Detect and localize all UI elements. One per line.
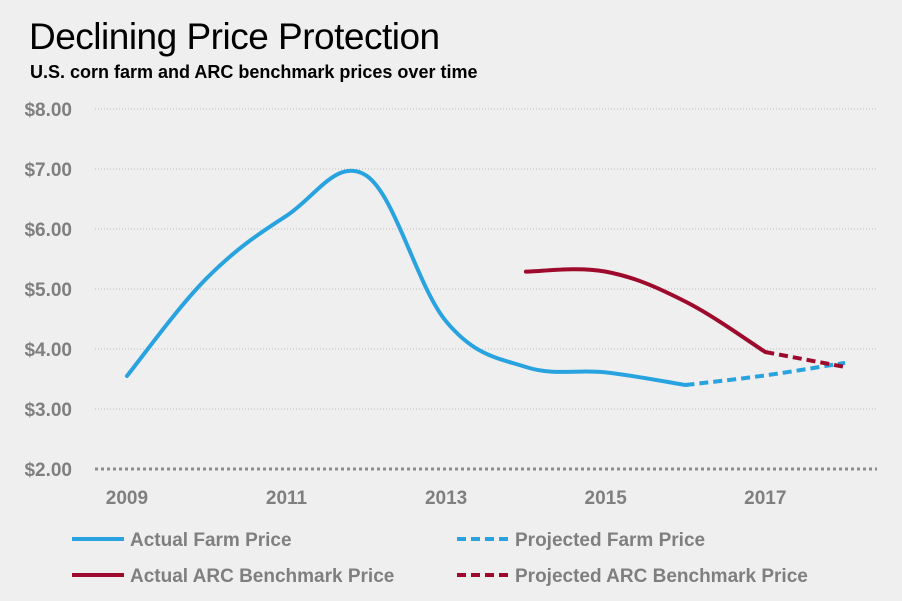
actual-farm-price-line	[124, 168, 688, 387]
legend-label: Actual ARC Benchmark Price	[130, 566, 394, 587]
y-tick-label: $7.00	[24, 160, 72, 181]
x-tick-label: 2015	[585, 488, 628, 509]
x-tick-label: 2013	[425, 488, 467, 509]
y-tick-label: $3.00	[24, 400, 72, 421]
legend-label: Projected ARC Benchmark Price	[515, 566, 808, 587]
y-tick-label: $8.00	[24, 100, 72, 121]
x-tick-label: 2011	[266, 488, 308, 509]
legend-label: Actual Farm Price	[130, 530, 292, 551]
x-tick-label: 2017	[744, 488, 786, 509]
y-tick-label: $2.00	[24, 460, 72, 481]
y-tick-label: $4.00	[24, 340, 72, 361]
legend-label: Projected Farm Price	[515, 530, 705, 551]
x-tick-label: 2009	[106, 488, 148, 509]
y-tick-label: $6.00	[24, 220, 72, 241]
chart-subtitle: U.S. corn farm and ARC benchmark prices …	[30, 62, 478, 82]
projected-farm-price-line	[685, 360, 846, 387]
actual-arc-benchmark-line	[523, 267, 768, 354]
y-tick-label: $5.00	[24, 280, 72, 301]
chart-title: Declining Price Protection	[29, 16, 440, 57]
